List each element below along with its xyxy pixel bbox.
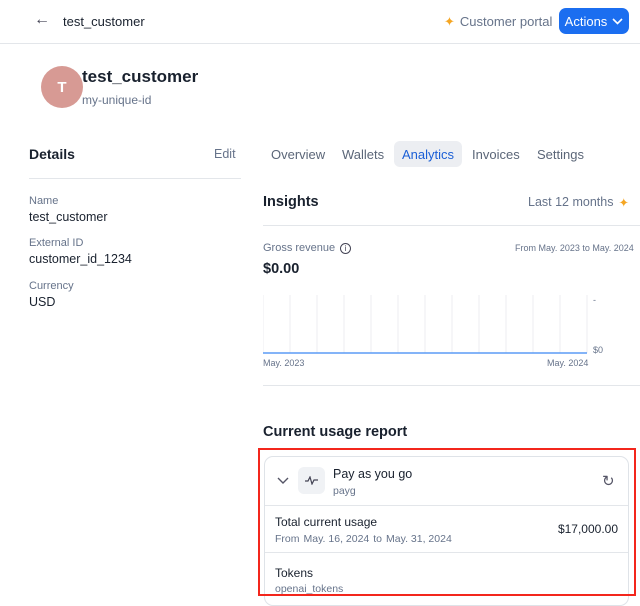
sparkle-icon: ✦ — [618, 196, 629, 210]
refresh-icon[interactable]: ↻ — [602, 473, 615, 490]
usage-title: Current usage report — [263, 424, 408, 440]
gross-revenue-total: $0.00 — [263, 261, 300, 277]
divider — [265, 552, 628, 553]
y-tick-label: - — [593, 295, 596, 305]
tab-settings[interactable]: Settings — [537, 146, 584, 162]
to-word: to — [373, 533, 383, 545]
from-date: May. 16, 2024 — [303, 533, 370, 545]
tab-analytics[interactable]: Analytics — [394, 141, 463, 167]
field-value-currency: USD — [29, 295, 56, 309]
to-date: May. 31, 2024 — [386, 533, 452, 545]
chevron-down-icon[interactable] — [277, 477, 289, 485]
header-title: test_customer — [63, 14, 145, 29]
customer-portal-link[interactable]: ✦ Customer portal — [444, 14, 552, 30]
usage-period: From May. 16, 2024 to May. 31, 2024 — [275, 533, 452, 545]
chevron-down-icon — [612, 17, 623, 25]
field-label-currency: Currency — [29, 280, 74, 292]
customer-id: my-unique-id — [82, 93, 152, 107]
customer-name: test_customer — [82, 67, 199, 86]
details-title: Details — [29, 146, 75, 162]
customer-portal-label: Customer portal — [459, 14, 553, 29]
tab-invoices[interactable]: Invoices — [472, 146, 520, 162]
y-tick-label: $0 — [593, 345, 604, 355]
x-tick-label: May. 2023 — [263, 358, 305, 368]
period-selector[interactable]: Last 12 months ✦ — [528, 195, 629, 210]
metric-code: openai_tokens — [275, 583, 344, 595]
gross-revenue-chart — [263, 295, 588, 354]
gross-revenue-range: From May. 2023 to May. 2024 — [515, 243, 634, 253]
plan-icon — [298, 467, 325, 494]
edit-details-button[interactable]: Edit — [214, 147, 236, 161]
plan-code: payg — [333, 485, 356, 497]
tab-overview[interactable]: Overview — [271, 146, 326, 162]
insights-title: Insights — [263, 194, 319, 210]
field-label-external-id: External ID — [29, 237, 84, 249]
field-value-name: test_customer — [29, 210, 108, 224]
divider — [263, 225, 640, 226]
highlight-box — [258, 448, 636, 596]
field-label-name: Name — [29, 195, 59, 207]
period-label: Last 12 months — [528, 195, 614, 209]
gross-revenue-header: Gross revenue i — [263, 242, 352, 254]
actions-button[interactable]: Actions — [559, 8, 629, 34]
divider — [263, 385, 640, 386]
from-prefix: From — [275, 533, 300, 545]
actions-label: Actions — [564, 13, 608, 29]
gross-revenue-label: Gross revenue — [263, 242, 336, 254]
top-bar: ← test_customer ✦ Customer portal Action… — [0, 0, 640, 44]
avatar: T — [41, 66, 83, 108]
total-usage-value: $17,000.00 — [557, 522, 618, 536]
tab-wallets[interactable]: Wallets — [342, 146, 385, 162]
plan-name: Pay as you go — [333, 467, 413, 481]
sparkle-icon: ✦ — [444, 14, 455, 29]
field-value-external-id: customer_id_1234 — [29, 252, 132, 266]
divider — [29, 178, 241, 179]
total-usage-label: Total current usage — [275, 515, 378, 529]
divider — [265, 505, 628, 506]
arrow-left-icon[interactable]: ← — [34, 11, 50, 28]
metric-name: Tokens — [275, 566, 314, 580]
x-tick-label: May. 2024 — [547, 358, 589, 368]
info-icon[interactable]: i — [340, 242, 352, 254]
